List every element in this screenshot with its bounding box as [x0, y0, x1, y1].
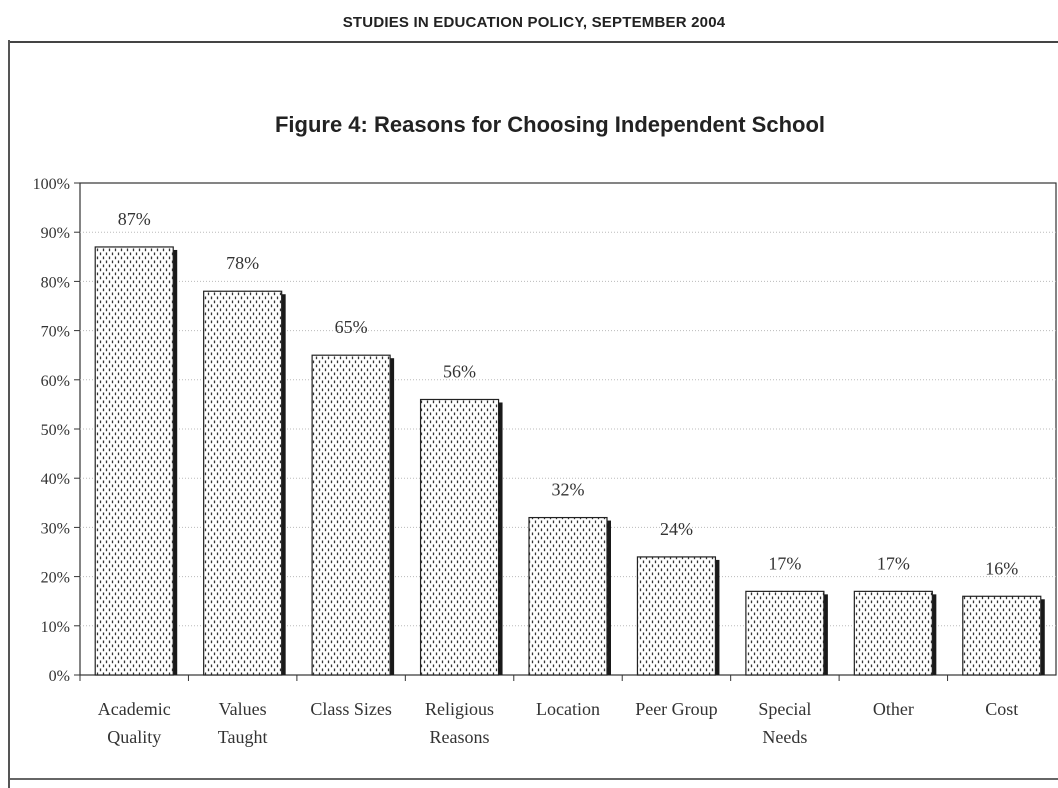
data-label: 17% — [768, 553, 801, 573]
category-label: Needs — [762, 727, 807, 747]
category-label: Special — [758, 699, 811, 719]
category-label: Quality — [107, 727, 161, 747]
category-label: Other — [873, 699, 914, 719]
y-tick-label: 100% — [33, 176, 70, 193]
y-tick-label: 10% — [41, 619, 70, 636]
category-label: Religious — [425, 699, 494, 719]
page-header: STUDIES IN EDUCATION POLICY, SEPTEMBER 2… — [342, 14, 726, 31]
header-rule — [10, 41, 1058, 43]
data-label: 87% — [118, 209, 151, 229]
category-label: Academic — [98, 699, 171, 719]
y-tick-label: 60% — [41, 373, 70, 390]
y-tick-label: 70% — [41, 324, 70, 341]
category-label: Class Sizes — [310, 699, 392, 719]
category-label: Peer Group — [635, 699, 717, 719]
bar — [94, 246, 174, 676]
footer-rule — [10, 778, 1058, 780]
category-label: Reasons — [430, 727, 490, 747]
left-border-rule — [8, 40, 10, 788]
bar — [853, 590, 933, 676]
y-tick-label: 80% — [41, 274, 70, 291]
bar — [745, 590, 825, 676]
chart-title: Figure 4: Reasons for Choosing Independe… — [274, 112, 826, 137]
bar — [636, 556, 717, 676]
y-tick-label: 30% — [41, 520, 70, 537]
bar — [311, 354, 391, 676]
data-label: 16% — [985, 558, 1018, 578]
data-label: 24% — [660, 519, 693, 539]
y-tick-label: 50% — [41, 422, 70, 439]
category-label: Values — [219, 699, 267, 719]
category-label: Taught — [218, 727, 268, 747]
data-label: 65% — [335, 317, 368, 337]
data-label: 78% — [226, 253, 259, 273]
y-tick-label: 0% — [49, 668, 70, 685]
bar — [962, 595, 1042, 676]
data-label: 32% — [552, 480, 585, 500]
y-tick-label: 40% — [41, 471, 70, 488]
data-label: 56% — [443, 361, 476, 381]
y-tick-label: 20% — [41, 570, 70, 587]
category-label: Location — [536, 699, 600, 719]
bar — [528, 516, 608, 676]
bar — [203, 290, 283, 676]
data-label: 17% — [877, 553, 910, 573]
y-tick-label: 90% — [41, 225, 70, 242]
bar — [419, 398, 500, 676]
category-label: Cost — [985, 699, 1018, 719]
